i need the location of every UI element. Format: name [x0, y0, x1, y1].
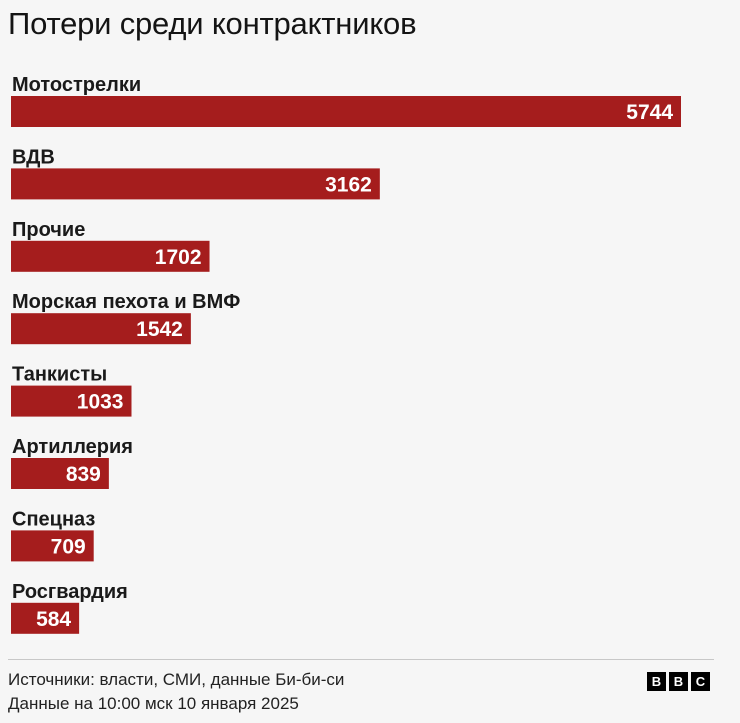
value-label: 1542	[136, 318, 183, 341]
value-label: 709	[51, 535, 86, 558]
category-label: Спецназ	[12, 508, 95, 530]
source-note: Источники: власти, СМИ, данные Би-би-си …	[8, 668, 344, 716]
logo-letter-b2: B	[669, 672, 688, 691]
category-label: Артиллерия	[12, 436, 133, 458]
chart-title: Потери среди контрактников	[8, 6, 417, 41]
bar	[11, 385, 132, 417]
logo-letter-b1: B	[647, 672, 666, 691]
data-date: Данные на 10:00 мск 10 января 2025	[8, 694, 299, 713]
category-label: Морская пехота и ВМФ	[12, 291, 240, 313]
category-label: Росгвардия	[12, 581, 128, 603]
value-label: 3162	[325, 173, 372, 196]
category-label: Прочие	[12, 219, 85, 241]
bar	[11, 240, 210, 272]
bar	[11, 458, 109, 489]
value-label: 839	[66, 463, 101, 486]
bar-chart: Мотострелки 5744 ВДВ 3162 Прочие 1702 Морская …	[11, 74, 681, 634]
value-label: 5744	[626, 101, 673, 124]
footer-divider	[8, 659, 714, 660]
source-text: Источники: власти, СМИ, данные Би-би-си	[8, 670, 345, 689]
bar	[11, 530, 94, 562]
value-label: 1033	[77, 391, 124, 414]
bbc-logo: B B C	[647, 672, 710, 691]
category-label: ВДВ	[12, 146, 55, 168]
value-label: 1702	[155, 246, 202, 269]
bar	[11, 313, 191, 345]
category-label: Мотострелки	[12, 74, 141, 96]
value-label: 584	[36, 608, 71, 631]
bar	[11, 168, 380, 200]
bar	[11, 602, 80, 634]
bar	[11, 96, 681, 127]
category-label: Танкисты	[12, 364, 107, 386]
logo-letter-c: C	[691, 672, 710, 691]
